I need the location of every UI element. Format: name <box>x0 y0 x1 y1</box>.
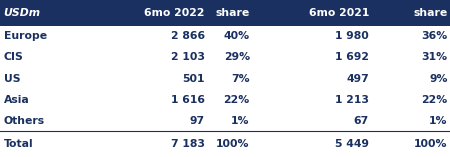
Text: 497: 497 <box>346 73 369 84</box>
Text: 1 616: 1 616 <box>171 95 205 105</box>
Text: 31%: 31% <box>422 52 448 62</box>
Text: 67: 67 <box>354 116 369 126</box>
Text: Asia: Asia <box>4 95 29 105</box>
Text: 1%: 1% <box>231 116 250 126</box>
Text: 9%: 9% <box>429 73 448 84</box>
Text: 5 449: 5 449 <box>335 139 369 149</box>
Text: 29%: 29% <box>224 52 250 62</box>
Text: 6mo 2022: 6mo 2022 <box>144 8 205 18</box>
Text: 22%: 22% <box>224 95 250 105</box>
Text: 6mo 2021: 6mo 2021 <box>309 8 369 18</box>
Text: 22%: 22% <box>422 95 448 105</box>
Text: 1%: 1% <box>429 116 448 126</box>
Text: CIS: CIS <box>4 52 23 62</box>
Text: Europe: Europe <box>4 31 47 41</box>
Text: USDm: USDm <box>4 8 40 18</box>
Text: Others: Others <box>4 116 45 126</box>
Text: 100%: 100% <box>414 139 448 149</box>
Text: 36%: 36% <box>422 31 448 41</box>
Text: 2 103: 2 103 <box>171 52 205 62</box>
Text: 1 980: 1 980 <box>335 31 369 41</box>
Text: 1 213: 1 213 <box>335 95 369 105</box>
Text: 2 866: 2 866 <box>171 31 205 41</box>
Text: 1 692: 1 692 <box>335 52 369 62</box>
Text: 7%: 7% <box>231 73 250 84</box>
Text: Total: Total <box>4 139 33 149</box>
Text: share: share <box>414 8 448 18</box>
Bar <box>0 0 450 26</box>
Text: 501: 501 <box>182 73 205 84</box>
Text: 40%: 40% <box>224 31 250 41</box>
Text: 7 183: 7 183 <box>171 139 205 149</box>
Text: 100%: 100% <box>216 139 250 149</box>
Text: share: share <box>216 8 250 18</box>
Text: 97: 97 <box>189 116 205 126</box>
Text: US: US <box>4 73 20 84</box>
